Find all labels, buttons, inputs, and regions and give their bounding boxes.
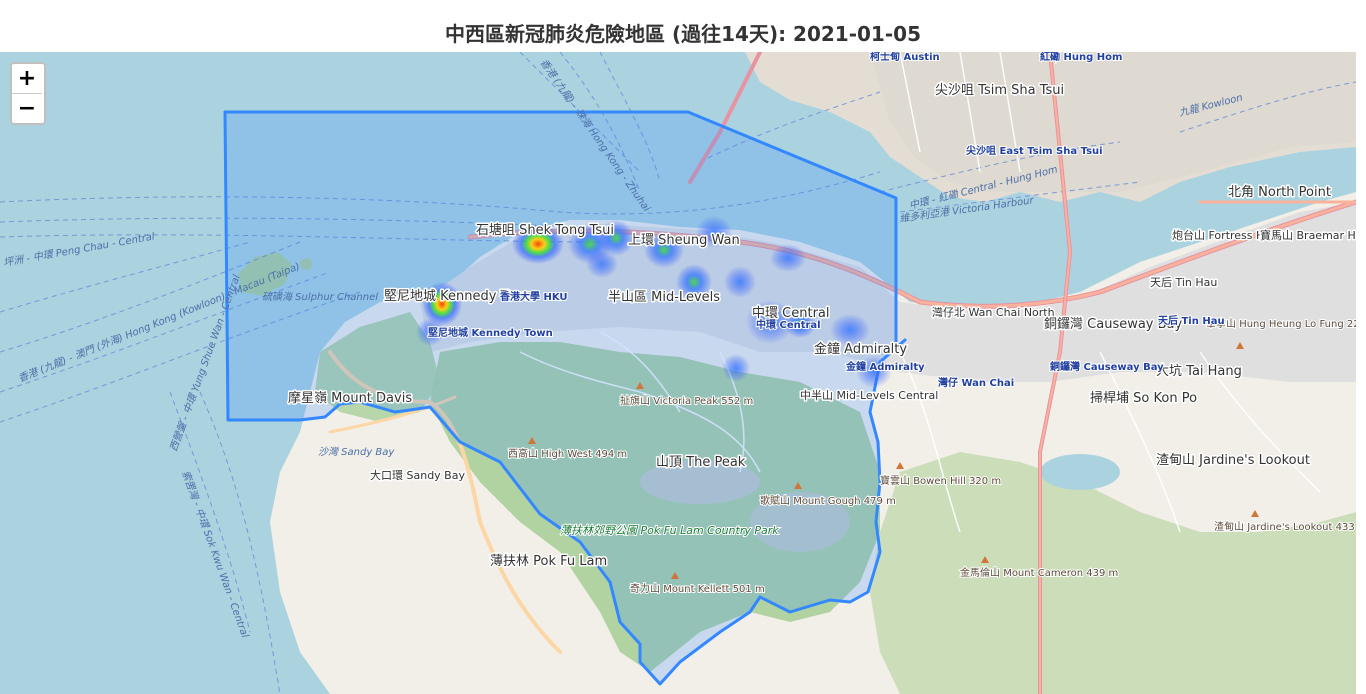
label-mount-gough: 歌賦山 Mount Gough 479 m <box>760 494 896 507</box>
label-kennedy-town: 堅尼地城 Kennedy Town <box>384 289 533 304</box>
green-island <box>238 252 292 296</box>
heat-central-west <box>724 266 756 298</box>
ferry-routes <box>0 52 1356 694</box>
east-forest <box>870 452 1356 694</box>
label-braemar-hill: 寶馬山 Braemar Hill <box>1260 228 1356 242</box>
label-mount-kellett: 奇力山 Mount Kellett 501 m <box>630 582 765 595</box>
peak-residential <box>640 460 760 504</box>
label-tin-hau: 天后 Tin Hau <box>1150 276 1217 289</box>
label-jardines-lookout-peak: 渣甸山 Jardine's Lookout 433 m <box>1214 520 1356 533</box>
label-admiralty: 金鐘 Admiralty <box>814 341 907 357</box>
label-mid-levels: 半山區 Mid-Levels <box>608 290 720 305</box>
map-canvas[interactable]: 石塘咀 Shek Tong Tsui 上環 Sheung Wan 堅尼地城 Ke… <box>0 52 1356 694</box>
mount-kellett-icon <box>671 572 679 579</box>
label-austin-station: 柯士甸 Austin <box>870 52 940 63</box>
heat-central-upper <box>746 300 794 344</box>
label-so-kon-po: 掃桿埔 So Kon Po <box>1090 390 1197 406</box>
label-shek-tong-tsui: 石塘咀 Shek Tong Tsui <box>476 222 614 238</box>
high-west-icon <box>528 437 536 444</box>
label-hung-heung-lo-fung: 畢拿山 Hung Heung Lo Fung 228 m <box>1206 317 1356 330</box>
label-causeway-bay: 銅鑼灣 Causeway Bay <box>1044 316 1183 332</box>
label-mid-levels-central: 中半山 Mid-Levels Central <box>800 388 938 402</box>
roads-minor <box>519 52 1321 533</box>
zoom-in-button[interactable]: + <box>17 66 37 91</box>
place-labels: 石塘咀 Shek Tong Tsui 上環 Sheung Wan 堅尼地城 Ke… <box>287 82 1357 571</box>
heat-sai-ying-pun-east <box>598 220 634 256</box>
peak-labels: 扯旗山 Victoria Peak 552 m 西高山 High West 49… <box>507 316 1356 596</box>
label-sheung-wan: 上環 Sheung Wan <box>628 233 740 248</box>
map-container[interactable]: 石塘咀 Shek Tong Tsui 上環 Sheung Wan 堅尼地城 Ke… <box>0 52 1356 694</box>
zoom-control: + − <box>10 62 46 125</box>
label-kennedy-town-station: 堅尼地城 Kennedy Town <box>428 326 553 339</box>
heat-kennedy-town-north <box>422 282 462 326</box>
label-hung-hom-station: 紅磡 Hung Hom <box>1040 52 1122 63</box>
label-sandy-bay-water: 沙灣 Sandy Bay <box>318 446 395 458</box>
little-green-island <box>300 258 312 270</box>
heat-central <box>784 310 816 338</box>
victoria-peak-icon <box>636 382 644 389</box>
heat-kennedy-town-south <box>416 318 444 346</box>
poi-labels: 香港大學 HKU 尖沙咀 East Tsim Sha Tsui 堅尼地城 Ken… <box>427 52 1226 390</box>
heat-shek-tong-tsui <box>512 224 564 264</box>
label-the-peak: 山頂 The Peak <box>656 455 746 470</box>
label-sulphur-channel: 硫磺海 Sulphur Channel <box>262 291 378 303</box>
label-hku: 香港大學 HKU <box>500 290 568 303</box>
heat-sai-ying-pun-south <box>586 250 618 278</box>
peak-forest <box>430 342 880 672</box>
heat-central-pier <box>830 314 870 346</box>
kowloon-urban <box>870 52 1356 192</box>
peak-markers <box>528 342 1259 579</box>
label-tsim-sha-tsui: 尖沙咀 Tsim Sha Tsui <box>935 83 1064 98</box>
label-sandy-bay: 大口環 Sandy Bay <box>370 468 465 482</box>
jardines-lookout-peak-icon <box>1251 510 1259 517</box>
gough-residential <box>750 492 850 552</box>
zoom-out-button[interactable]: − <box>12 93 42 123</box>
label-north-point: 北角 North Point <box>1228 185 1331 200</box>
page-title: 中西區新冠肺炎危險地區 (過往14天): 2021-01-05 <box>445 22 921 46</box>
label-wan-chai-station: 灣仔 Wan Chai <box>938 376 1014 389</box>
label-mount-cameron: 金馬倫山 Mount Cameron 439 m <box>960 566 1118 579</box>
heat-mid-levels <box>722 354 750 382</box>
label-bowen-hill: 寶雲山 Bowen Hill 320 m <box>880 474 1001 487</box>
label-causeway-bay-station: 銅鑼灣 Causeway Bay <box>1050 360 1164 373</box>
reservoir <box>1040 454 1120 490</box>
bowen-hill-icon <box>896 462 904 469</box>
title-bar: 中西區新冠肺炎危險地區 (過往14天): 2021-01-05 <box>0 0 1366 52</box>
label-central-station: 中環 Central <box>756 318 821 331</box>
hung-heung-lo-fung-icon <box>1236 342 1244 349</box>
district-boundary[interactable] <box>223 110 907 686</box>
heat-sheung-wan-pier <box>770 244 806 272</box>
label-tin-hau-station: 天后 Tin Hau <box>1158 314 1225 327</box>
label-admiralty-station: 金鐘 Admiralty <box>845 360 925 373</box>
heat-sheung-wan-west <box>644 232 684 268</box>
label-east-tsim-sha-tsui: 尖沙咀 East Tsim Sha Tsui <box>966 144 1103 157</box>
label-mount-davis: 摩星嶺 Mount Davis <box>288 390 412 406</box>
label-high-west: 西高山 High West 494 m <box>508 447 627 460</box>
label-fortress-hill: 炮台山 Fortress Hill <box>1172 228 1273 242</box>
label-pok-fu-lam: 薄扶林 Pok Fu Lam <box>490 554 607 569</box>
heat-sheung-wan-south <box>676 264 712 300</box>
label-pok-fu-lam-country-park: 薄扶林郊野公園 Pok Fu Lam Country Park <box>560 524 779 537</box>
heatmap-layer <box>416 216 892 388</box>
heat-admiralty <box>856 356 892 388</box>
roads-major <box>328 52 1356 694</box>
mount-cameron-icon <box>981 556 989 563</box>
label-jardines-lookout: 渣甸山 Jardine's Lookout <box>1156 453 1310 468</box>
heat-sheung-wan <box>696 216 732 248</box>
label-wan-chai-north: 灣仔北 Wan Chai North <box>932 306 1055 319</box>
mount-davis-forest <box>315 312 440 422</box>
mount-gough-icon <box>794 482 802 489</box>
label-tai-hang: 大坑 Tai Hang <box>1156 364 1242 379</box>
label-victoria-peak: 扯旗山 Victoria Peak 552 m <box>620 394 753 407</box>
label-central: 中環 Central <box>752 306 830 321</box>
